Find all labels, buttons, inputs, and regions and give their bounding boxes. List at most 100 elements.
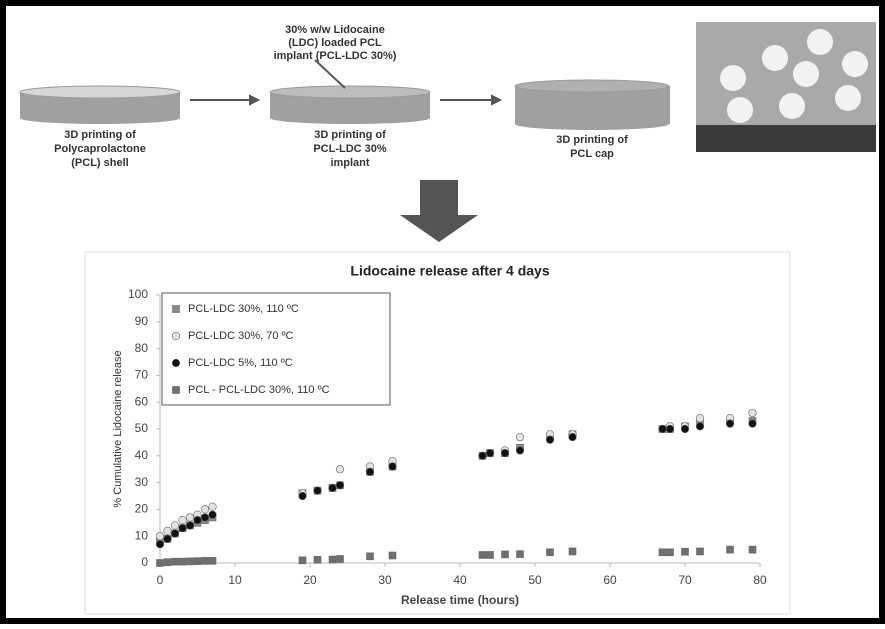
step-label: implant — [330, 157, 369, 169]
point — [179, 524, 187, 532]
point — [172, 359, 180, 367]
point — [299, 557, 306, 564]
point — [366, 468, 374, 476]
y-tick-label: 60 — [135, 394, 149, 408]
point — [202, 557, 209, 564]
disc — [270, 86, 430, 124]
point — [209, 511, 217, 519]
point — [209, 557, 216, 564]
point — [171, 522, 179, 530]
annotation: 30% w/w Lidocaine — [285, 24, 385, 36]
disc — [20, 86, 180, 124]
y-tick-label: 20 — [135, 502, 149, 516]
step-label: PCL-LDC 30% — [313, 143, 387, 155]
photo — [696, 22, 876, 152]
legend-label: PCL - PCL-LDC 30%, 110 ºC — [188, 384, 330, 396]
point — [666, 425, 674, 433]
y-tick-label: 50 — [135, 421, 149, 435]
point — [172, 332, 180, 340]
step-label: (PCL) shell — [71, 157, 128, 169]
point — [156, 532, 164, 540]
point — [486, 449, 494, 457]
point — [547, 549, 554, 556]
y-tick-label: 80 — [135, 341, 149, 355]
y-tick-label: 100 — [128, 287, 148, 301]
point — [173, 387, 180, 394]
y-tick-label: 10 — [135, 528, 149, 542]
chart-title: Lidocaine release after 4 days — [350, 263, 549, 279]
point — [156, 540, 164, 548]
point — [164, 559, 171, 566]
legend-label: PCL-LDC 30%, 70 ºC — [188, 330, 294, 342]
point — [329, 556, 336, 563]
point — [389, 552, 396, 559]
x-tick-label: 0 — [157, 573, 164, 587]
point — [314, 556, 321, 563]
annotation: implant (PCL-LDC 30%) — [274, 50, 397, 62]
point — [697, 548, 704, 555]
point — [569, 433, 577, 441]
point — [696, 423, 704, 431]
point — [516, 433, 524, 441]
point — [164, 535, 172, 543]
y-tick-label: 40 — [135, 448, 149, 462]
point — [367, 553, 374, 560]
point — [516, 447, 524, 455]
point — [727, 546, 734, 553]
point — [501, 449, 509, 457]
point — [659, 425, 667, 433]
point — [569, 548, 576, 555]
y-tick-label: 70 — [135, 368, 149, 382]
point — [179, 558, 186, 565]
point — [479, 452, 487, 460]
point — [194, 516, 202, 524]
step-label: 3D printing of — [314, 129, 386, 141]
point — [682, 548, 689, 555]
point — [201, 514, 209, 522]
annotation: (LDC) loaded PCL — [288, 37, 382, 49]
point — [171, 530, 179, 538]
point — [726, 420, 734, 428]
x-tick-label: 40 — [453, 573, 467, 587]
point — [479, 551, 486, 558]
step-label: 3D printing of — [64, 129, 136, 141]
point — [173, 306, 180, 313]
point — [749, 546, 756, 553]
point — [157, 560, 164, 567]
x-axis-label: Release time (hours) — [401, 593, 519, 607]
x-tick-label: 80 — [753, 573, 767, 587]
point — [336, 465, 344, 473]
x-tick-label: 20 — [303, 573, 317, 587]
point — [194, 558, 201, 565]
point — [209, 503, 217, 511]
x-tick-label: 60 — [603, 573, 617, 587]
point — [179, 516, 187, 524]
legend-label: PCL-LDC 30%, 110 ºC — [188, 303, 299, 315]
point — [187, 558, 194, 565]
point — [164, 527, 172, 535]
point — [329, 484, 337, 492]
point — [749, 409, 757, 417]
point — [389, 463, 397, 471]
point — [487, 551, 494, 558]
point — [659, 549, 666, 556]
y-tick-label: 0 — [141, 555, 148, 569]
point — [696, 414, 704, 422]
point — [667, 549, 674, 556]
y-axis-label: % Cumulative Lidocaine release — [112, 350, 124, 507]
y-tick-label: 30 — [135, 475, 149, 489]
x-tick-label: 10 — [228, 573, 242, 587]
disc — [515, 80, 670, 130]
point — [314, 487, 322, 495]
x-tick-label: 70 — [678, 573, 692, 587]
figure: 30% w/w Lidocaine(LDC) loaded PCLimplant… — [0, 0, 885, 624]
step-label: 3D printing of — [556, 134, 628, 146]
point — [201, 506, 209, 514]
x-tick-label: 50 — [528, 573, 542, 587]
step-label: Polycaprolactone — [54, 143, 146, 155]
point — [517, 551, 524, 558]
point — [186, 522, 194, 530]
point — [546, 436, 554, 444]
point — [749, 420, 757, 428]
step-label: PCL cap — [570, 148, 614, 160]
